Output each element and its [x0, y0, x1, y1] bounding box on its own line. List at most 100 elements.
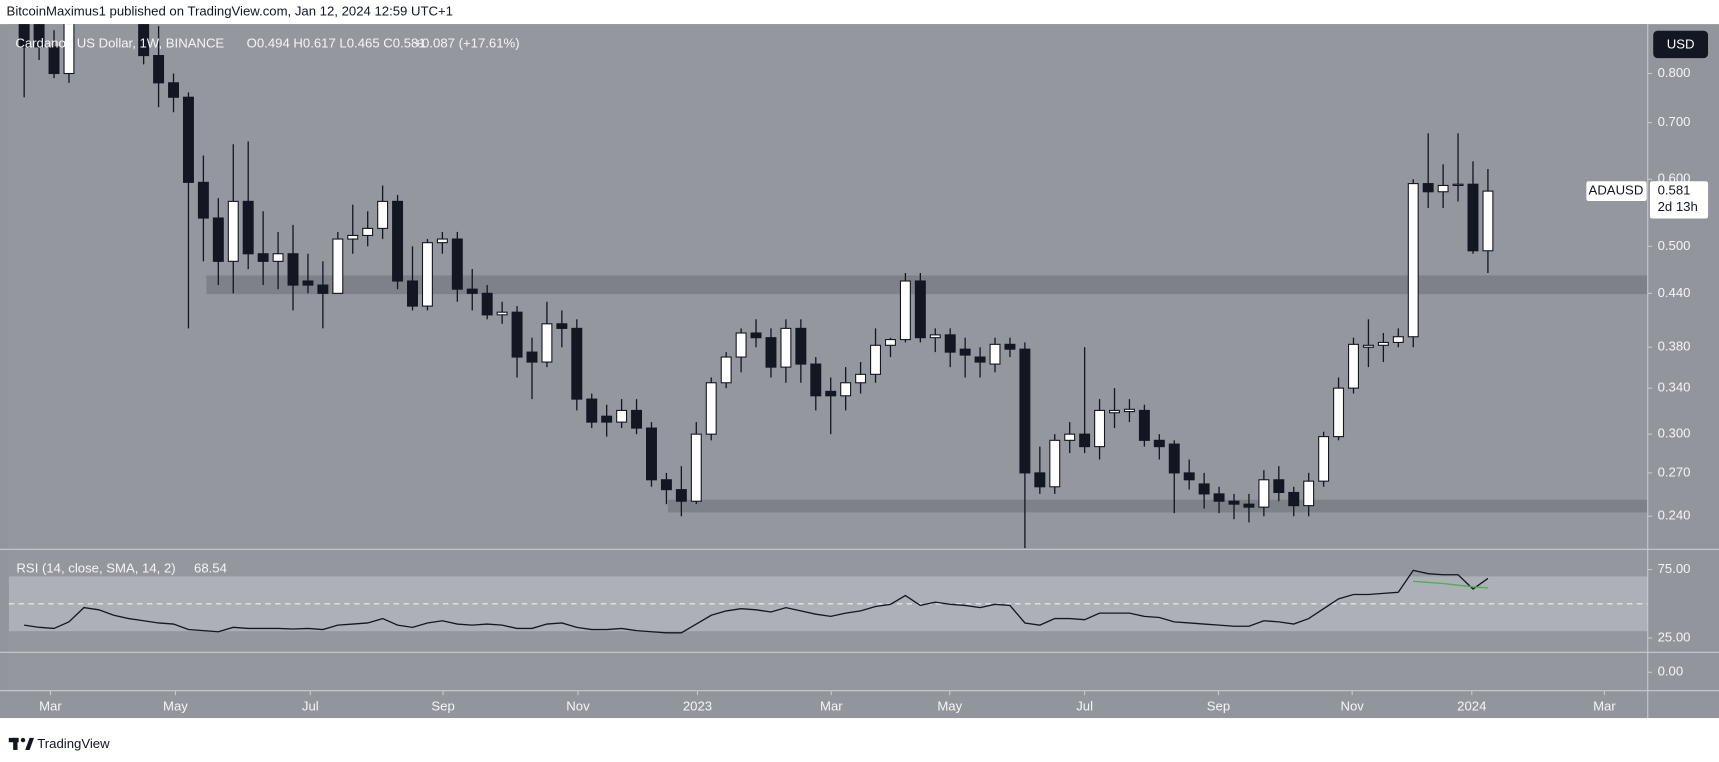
zones: [206, 275, 1648, 513]
candle-body: [63, 24, 75, 75]
candle-body: [1377, 341, 1389, 346]
rsi-sma-line: [1413, 580, 1488, 589]
candle-body: [317, 284, 329, 294]
candle-body: [242, 200, 254, 255]
candle-body: [1213, 493, 1225, 502]
candle-body: [1348, 343, 1359, 389]
x-tick-label: 2024: [1457, 699, 1486, 714]
candle-body: [1153, 439, 1165, 448]
candle-body: [1333, 387, 1345, 438]
candle-body: [1004, 343, 1016, 350]
candle-body: [720, 356, 732, 384]
x-tick-label: Sep: [431, 699, 454, 714]
rsi-title: RSI (14, close, SMA, 14, 2): [16, 561, 175, 576]
candle-body: [1094, 409, 1106, 448]
candle-body: [959, 348, 971, 356]
x-tick-label: Sep: [1207, 699, 1230, 714]
brand-logo: [8, 737, 34, 750]
change-value: +0.087 (+17.61%): [414, 35, 519, 50]
y-tick-label: 0.300: [1658, 426, 1691, 441]
candle-body: [511, 311, 523, 358]
candles: [18, 24, 1494, 549]
candle-body: [18, 24, 30, 48]
symbol-title: Cardano / US Dollar, 1W, BINANCE: [15, 35, 224, 50]
candle-body: [1183, 472, 1195, 481]
x-tick-label: Mar: [820, 699, 843, 714]
y-tick-label: 0.500: [1658, 238, 1691, 253]
candle-body: [1109, 409, 1120, 414]
candle-body: [33, 24, 45, 48]
rsi-value: 68.54: [194, 561, 227, 576]
candle-body: [436, 238, 448, 244]
candle-body: [481, 292, 493, 316]
candle-body: [347, 234, 359, 240]
candle-body: [705, 382, 717, 435]
candle-body: [675, 489, 687, 502]
x-tick-label: Jul: [302, 699, 319, 714]
candle-body: [825, 390, 837, 397]
candle-body: [586, 398, 598, 423]
candle-body: [48, 46, 60, 75]
currency-label[interactable]: USD: [1667, 36, 1695, 51]
support-zone: [206, 275, 1648, 295]
candle-body: [556, 323, 568, 329]
candle-body: [1482, 190, 1494, 252]
countdown: 2d 13h: [1658, 199, 1698, 214]
candle-body: [795, 327, 807, 365]
candle-body: [257, 253, 269, 262]
candle-body: [631, 409, 643, 429]
candle-body: [332, 238, 344, 294]
y-tick-label: 0.440: [1658, 285, 1691, 300]
symbol-box: [1586, 181, 1647, 201]
logo-part: [20, 737, 26, 743]
candle-body: [541, 323, 553, 363]
symbol-label: ADAUSD: [1589, 183, 1644, 198]
candle-body: [466, 288, 478, 294]
candle-body: [884, 339, 896, 346]
candle-body: [1407, 183, 1419, 338]
candle-body: [153, 55, 165, 84]
x-tick-label: Mar: [39, 699, 62, 714]
logo-part: [25, 737, 34, 750]
candle-body: [840, 382, 852, 397]
candle-body: [197, 181, 209, 219]
candle-body: [421, 242, 433, 307]
candle-body: [182, 96, 194, 183]
rsi-line: [24, 569, 1489, 634]
candle-body: [1138, 409, 1150, 441]
candle-body: [1198, 483, 1210, 495]
x-tick-label: May: [937, 699, 962, 714]
x-tick-label: 2023: [683, 699, 712, 714]
price-box: [1649, 181, 1709, 219]
candle-body: [571, 327, 583, 400]
candle-body: [1049, 439, 1061, 488]
candle-body: [1228, 500, 1240, 505]
candle-body: [1064, 433, 1076, 441]
candle-body: [1273, 479, 1285, 494]
candle-body: [646, 427, 657, 481]
currency-button[interactable]: [1653, 30, 1709, 59]
candle-body: [168, 82, 180, 98]
candle-body: [765, 337, 777, 368]
candle-body: [735, 332, 747, 358]
candle-body: [1467, 183, 1479, 252]
y-tick-label: 0.240: [1658, 508, 1691, 523]
y-tick-label: 75.00: [1658, 561, 1691, 576]
x-tick-label: Jul: [1076, 699, 1093, 714]
publisher-line: BitcoinMaximus1 published on TradingView…: [7, 4, 453, 19]
candle-body: [750, 332, 762, 339]
ohlc-values: O0.494 H0.617 L0.465 C0.581: [247, 35, 426, 50]
candle-body: [377, 200, 389, 229]
candle-body: [1362, 344, 1374, 348]
y-tick-label: 0.270: [1658, 464, 1691, 479]
candle-body: [1392, 336, 1404, 343]
x-tick-label: Mar: [1593, 699, 1616, 714]
x-tick-label: May: [163, 699, 188, 714]
rsi-pane: [8, 569, 1648, 634]
candle-body: [810, 363, 822, 397]
footer: [0, 718, 1719, 762]
support-zone: [667, 499, 1648, 513]
